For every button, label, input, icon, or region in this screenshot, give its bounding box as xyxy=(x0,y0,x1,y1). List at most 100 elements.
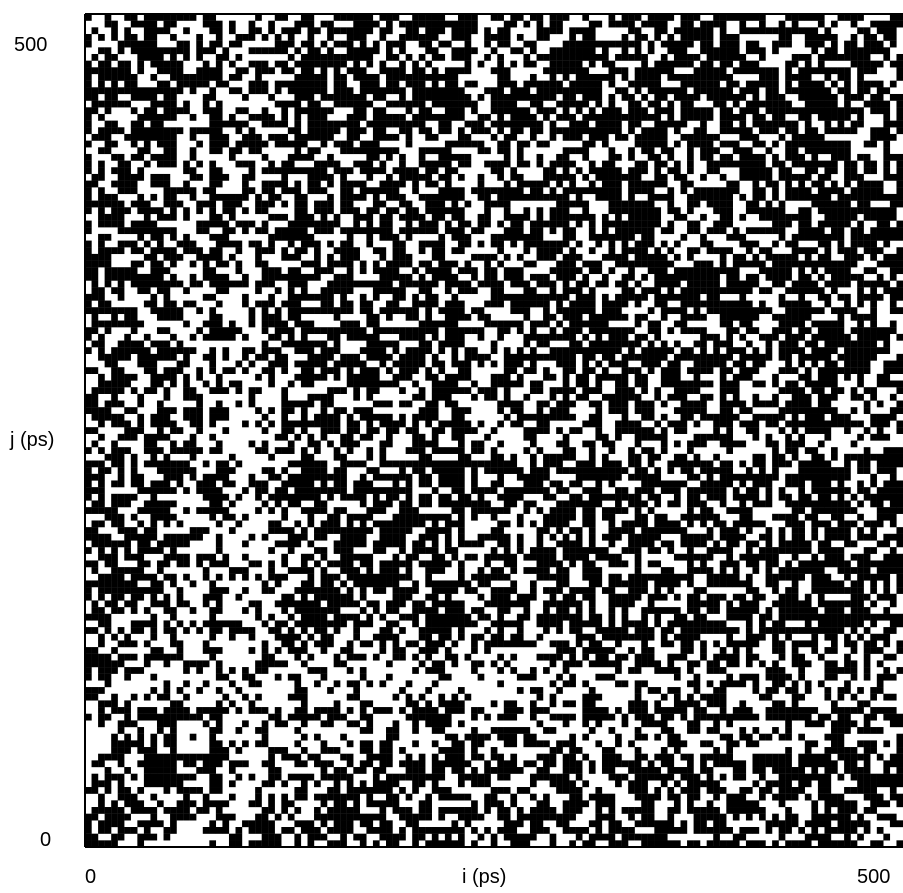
recurrence-cell xyxy=(431,267,439,275)
recurrence-cell xyxy=(641,633,648,641)
recurrence-cell xyxy=(111,400,118,408)
recurrence-cell xyxy=(399,507,406,514)
recurrence-cell xyxy=(497,587,504,594)
recurrence-cell xyxy=(687,593,694,601)
recurrence-cell xyxy=(458,560,465,568)
recurrence-cell xyxy=(503,700,511,708)
recurrence-cell xyxy=(490,727,498,734)
recurrence-cell xyxy=(333,707,341,714)
recurrence-cell xyxy=(202,507,210,514)
recurrence-cell xyxy=(150,420,158,428)
recurrence-cell xyxy=(386,840,393,848)
recurrence-cell xyxy=(274,353,282,361)
recurrence-cell xyxy=(667,733,675,741)
recurrence-cell xyxy=(156,373,164,381)
recurrence-cell xyxy=(117,827,125,834)
recurrence-cell xyxy=(490,427,498,434)
recurrence-cell xyxy=(130,807,138,814)
recurrence-cell xyxy=(510,820,518,828)
recurrence-cell xyxy=(608,447,616,454)
recurrence-cell xyxy=(569,340,576,348)
recurrence-cell xyxy=(418,660,426,668)
recurrence-cell xyxy=(294,207,302,215)
recurrence-cell xyxy=(582,420,590,428)
recurrence-cell xyxy=(536,687,544,694)
recurrence-cell xyxy=(615,553,622,561)
recurrence-cell xyxy=(137,400,145,408)
recurrence-cell xyxy=(222,753,230,761)
recurrence-cell xyxy=(536,653,544,661)
recurrence-cell xyxy=(556,587,563,594)
recurrence-cell xyxy=(215,780,223,788)
recurrence-cell xyxy=(300,827,308,834)
recurrence-cell xyxy=(673,367,681,374)
recurrence-cell xyxy=(687,533,694,541)
recurrence-cell xyxy=(176,707,184,714)
recurrence-cell xyxy=(392,607,400,614)
recurrence-cell xyxy=(569,400,576,408)
recurrence-cell xyxy=(156,820,164,828)
recurrence-cell xyxy=(124,733,131,741)
recurrence-cell xyxy=(327,353,334,361)
recurrence-cell xyxy=(183,553,190,561)
recurrence-cell xyxy=(464,427,472,434)
recurrence-cell xyxy=(621,527,629,534)
recurrence-cell xyxy=(451,480,459,488)
recurrence-cell xyxy=(353,680,360,688)
recurrence-cell xyxy=(359,267,367,275)
recurrence-cell xyxy=(628,233,635,241)
recurrence-cell xyxy=(654,593,662,601)
recurrence-cell xyxy=(281,227,289,235)
recurrence-cell xyxy=(634,407,642,414)
recurrence-cell xyxy=(562,573,570,581)
recurrence-cell xyxy=(471,620,478,628)
recurrence-cell xyxy=(569,260,576,268)
recurrence-cell xyxy=(582,467,590,474)
recurrence-cell xyxy=(215,460,223,468)
recurrence-cell xyxy=(228,700,236,708)
recurrence-cell xyxy=(399,647,406,654)
recurrence-cell xyxy=(320,227,328,235)
recurrence-cell xyxy=(595,740,603,748)
recurrence-cell xyxy=(379,567,387,574)
recurrence-cell xyxy=(143,487,151,494)
recurrence-cell xyxy=(477,220,485,228)
recurrence-cell xyxy=(687,800,694,808)
recurrence-cell xyxy=(471,667,478,674)
recurrence-cell xyxy=(451,507,459,514)
recurrence-cell xyxy=(510,753,518,761)
recurrence-cell xyxy=(287,633,295,641)
recurrence-cell xyxy=(399,247,406,255)
recurrence-cell xyxy=(183,573,190,581)
recurrence-cell xyxy=(307,460,315,468)
recurrence-cell xyxy=(156,540,164,548)
recurrence-cell xyxy=(340,387,347,394)
recurrence-cell xyxy=(412,740,419,748)
recurrence-cell xyxy=(386,567,393,574)
recurrence-cell xyxy=(281,800,289,808)
recurrence-cell xyxy=(628,573,635,581)
recurrence-cell xyxy=(634,833,642,841)
recurrence-cell xyxy=(523,300,531,308)
recurrence-cell xyxy=(98,660,105,668)
recurrence-cell xyxy=(549,507,557,514)
recurrence-cell xyxy=(673,253,681,261)
recurrence-cell xyxy=(248,827,256,834)
recurrence-cell xyxy=(608,520,616,528)
recurrence-cell xyxy=(484,313,491,321)
recurrence-cell xyxy=(588,220,596,228)
recurrence-cell xyxy=(687,413,694,421)
recurrence-cell xyxy=(458,267,465,275)
recurrence-cell xyxy=(706,593,714,601)
recurrence-cell xyxy=(608,407,616,414)
recurrence-cell xyxy=(536,527,544,534)
recurrence-cell xyxy=(294,787,302,794)
recurrence-cell xyxy=(477,460,485,468)
recurrence-cell xyxy=(143,573,151,581)
recurrence-cell xyxy=(320,287,328,295)
recurrence-cell xyxy=(641,833,648,841)
recurrence-cell xyxy=(608,233,616,241)
recurrence-cell xyxy=(143,440,151,448)
recurrence-cell xyxy=(412,613,419,621)
recurrence-cell xyxy=(477,733,485,741)
